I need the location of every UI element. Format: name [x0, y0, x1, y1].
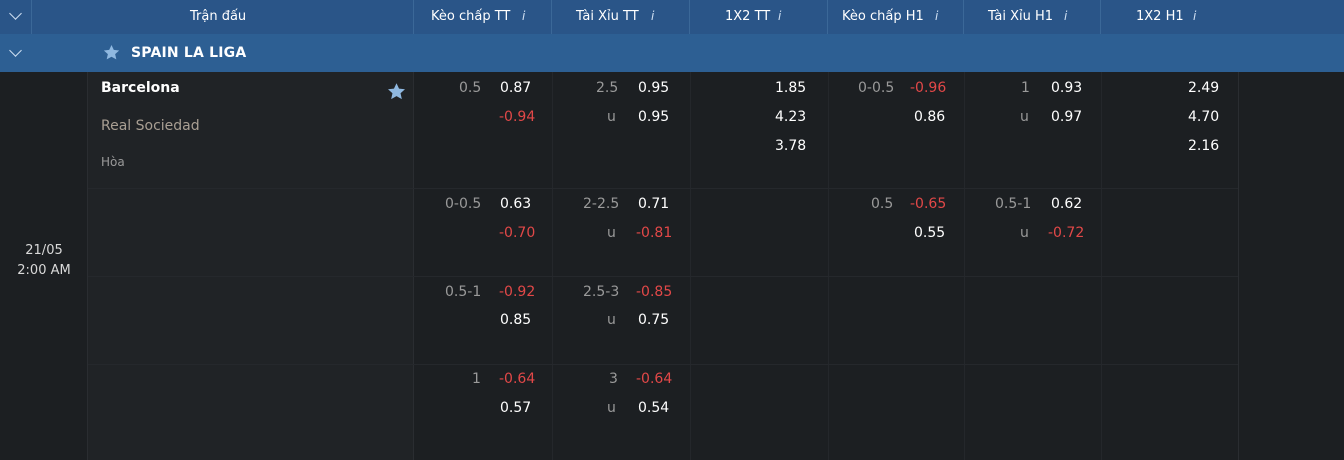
chevron-down-icon[interactable] — [9, 44, 22, 57]
h1-handicap-away-odds[interactable]: 0.55 — [914, 225, 946, 241]
handicap-away-odds[interactable]: -0.94 — [499, 109, 536, 125]
handicap-away-odds[interactable]: 0.57 — [500, 400, 532, 416]
column-title: Kèo chấp TT — [431, 9, 511, 24]
handicap-line: 1 — [472, 371, 481, 387]
handicap-line: 0-0.5 — [445, 196, 482, 212]
under-odds[interactable]: 0.95 — [638, 109, 670, 125]
handicap-home-odds[interactable]: -0.64 — [499, 371, 536, 387]
match-date: 21/05 — [25, 243, 63, 258]
home-team-name[interactable]: Barcelona — [101, 80, 180, 96]
info-icon[interactable]: i — [522, 9, 526, 23]
over-under-line: 2.5 — [596, 80, 619, 96]
column-header-1x2-h1: 1X2 H1 i — [1101, 0, 1344, 34]
match-time: 2:00 AM — [17, 263, 71, 278]
league-row[interactable]: SPAIN LA LIGA — [0, 34, 1344, 72]
under-label: u — [607, 312, 616, 328]
column-header-over-under-ft: Tài Xỉu TT i — [552, 0, 690, 34]
column-title: 1X2 H1 — [1136, 9, 1184, 24]
handicap-line: 0.5-1 — [445, 284, 482, 300]
h1-1x2-away-odds[interactable]: 4.70 — [1188, 109, 1220, 125]
h1-under-label: u — [1020, 225, 1029, 241]
collapse-all-toggle[interactable] — [0, 0, 32, 34]
h1-under-label: u — [1020, 109, 1029, 125]
h1-1x2-home-odds[interactable]: 2.49 — [1188, 80, 1220, 96]
under-label: u — [607, 400, 616, 416]
info-icon[interactable]: i — [1064, 9, 1068, 23]
h1-handicap-line: 0-0.5 — [858, 80, 895, 96]
table-header: Trận đấu Kèo chấp TT i Tài Xỉu TT i 1X2 … — [0, 0, 1344, 34]
info-icon[interactable]: i — [778, 9, 782, 23]
info-icon[interactable]: i — [935, 9, 939, 23]
h1-handicap-home-odds[interactable]: -0.65 — [910, 196, 947, 212]
info-icon[interactable]: i — [651, 9, 655, 23]
match-time-cell — [0, 72, 88, 460]
handicap-home-odds[interactable]: 0.87 — [500, 80, 532, 96]
h1-under-odds[interactable]: 0.97 — [1051, 109, 1083, 125]
handicap-away-odds[interactable]: 0.85 — [500, 312, 532, 328]
column-title: Tài Xỉu TT — [576, 9, 639, 24]
over-odds[interactable]: 0.71 — [638, 196, 670, 212]
under-odds[interactable]: -0.81 — [636, 225, 673, 241]
column-header-handicap-h1: Kèo chấp H1 i — [828, 0, 964, 34]
favorite-league-star-icon[interactable] — [102, 43, 121, 62]
column-header-match: Trận đấu — [32, 0, 414, 34]
h1-1x2-draw-odds[interactable]: 2.16 — [1188, 138, 1220, 154]
column-title: Tài Xỉu H1 — [988, 9, 1054, 24]
1x2-home-odds[interactable]: 1.85 — [775, 80, 807, 96]
column-header-handicap-ft: Kèo chấp TT i — [414, 0, 552, 34]
league-name: SPAIN LA LIGA — [131, 45, 247, 61]
chevron-down-icon — [9, 7, 22, 20]
h1-handicap-away-odds[interactable]: 0.86 — [914, 109, 946, 125]
under-odds[interactable]: 0.54 — [638, 400, 670, 416]
over-odds[interactable]: -0.85 — [636, 284, 673, 300]
info-icon[interactable]: i — [1193, 9, 1197, 23]
handicap-home-odds[interactable]: -0.92 — [499, 284, 536, 300]
column-title: 1X2 TT — [725, 9, 771, 24]
favorite-match-star-icon[interactable] — [386, 81, 407, 102]
over-odds[interactable]: -0.64 — [636, 371, 673, 387]
under-label: u — [607, 225, 616, 241]
handicap-away-odds[interactable]: -0.70 — [499, 225, 536, 241]
h1-under-odds[interactable]: -0.72 — [1048, 225, 1085, 241]
draw-label: Hòa — [101, 155, 125, 169]
away-team-name[interactable]: Real Sociedad — [101, 118, 200, 134]
under-odds[interactable]: 0.75 — [638, 312, 670, 328]
h1-handicap-line: 0.5 — [871, 196, 894, 212]
over-under-line: 3 — [609, 371, 618, 387]
over-odds[interactable]: 0.95 — [638, 80, 670, 96]
column-header-over-under-h1: Tài Xỉu H1 i — [964, 0, 1101, 34]
h1-over-under-line: 1 — [1021, 80, 1030, 96]
h1-over-odds[interactable]: 0.62 — [1051, 196, 1083, 212]
column-title: Kèo chấp H1 — [842, 9, 924, 24]
under-label: u — [607, 109, 616, 125]
match-teams-cell[interactable] — [88, 72, 414, 460]
1x2-draw-odds[interactable]: 3.78 — [775, 138, 807, 154]
1x2-away-odds[interactable]: 4.23 — [775, 109, 807, 125]
over-under-line: 2.5-3 — [583, 284, 620, 300]
h1-over-odds[interactable]: 0.93 — [1051, 80, 1083, 96]
column-title: Trận đấu — [190, 9, 247, 24]
column-header-1x2-ft: 1X2 TT i — [690, 0, 828, 34]
over-under-line: 2-2.5 — [583, 196, 620, 212]
handicap-line: 0.5 — [459, 80, 482, 96]
h1-handicap-home-odds[interactable]: -0.96 — [910, 80, 947, 96]
h1-over-under-line: 0.5-1 — [995, 196, 1032, 212]
handicap-home-odds[interactable]: 0.63 — [500, 196, 532, 212]
